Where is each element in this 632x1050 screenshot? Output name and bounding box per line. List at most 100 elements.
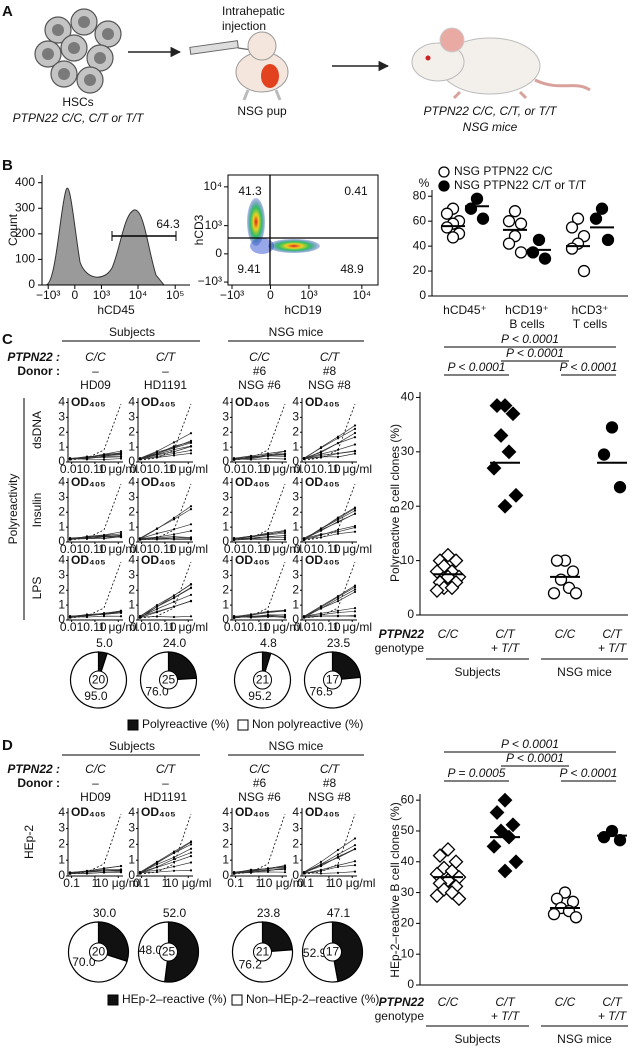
clone-point [189,536,193,539]
pie-slice [137,921,170,983]
clone-point [172,860,176,864]
clone-point [189,847,193,850]
data-point [547,907,561,921]
pie-label: 76.2 [239,957,263,971]
column-donor: NSG #8 [308,790,351,804]
y-tick-label: 200 [15,226,35,240]
legend-label: NSG PTPN22 C/C [454,164,553,178]
clone-point [283,538,287,541]
axis-title: genotype [375,641,425,655]
clone-point [353,864,357,867]
clone-point [353,526,357,529]
x-tick-label: 0 [71,288,78,302]
clone-curve [69,615,122,618]
panel-letter: A [2,3,13,20]
y-tick-label: 2 [128,837,135,851]
column-donor-id: – [162,364,169,378]
clone-point [353,606,357,610]
od-label: OD₄₀₅ [141,805,176,819]
legend-label: Polyreactive (%) [142,717,229,731]
clone-point [102,615,106,618]
clone-point [283,536,287,539]
y-tick-label: 10 [401,946,415,960]
y-tick-label: 0 [128,534,135,548]
clone-point [266,611,270,614]
row-header: PTPN22 : [7,350,60,364]
clone-curve [233,535,286,540]
od-label: OD₄₀₅ [141,395,176,409]
axis-title: hCD45 [97,303,135,317]
pie-label: 70.0 [72,955,96,969]
y-tick-label: 3 [128,410,135,424]
clone-point [249,535,253,538]
clone-point [319,527,323,531]
clone-point [336,441,340,445]
y-tick-label: 20 [401,916,415,930]
clone-point [119,455,123,458]
clone-curve [303,591,356,618]
y-tick-label: 3 [128,821,135,835]
clone-point [68,537,72,540]
x-tick-label: C/T [602,627,623,641]
clone-point [172,528,176,531]
y-tick-label: 0 [58,612,65,626]
y-tick-label: 1 [292,519,299,533]
clone-point [336,520,340,523]
data-point [508,487,524,503]
pie-label: 76.0 [145,684,169,698]
data-point [440,221,454,234]
x-tick-label: 1 μg/ml [332,542,372,556]
clone-point [119,535,123,538]
y-tick-label: 0 [292,868,299,882]
y-tick-label: 4 [58,553,65,567]
x-tick-label: 1 μg/ml [332,620,372,634]
clone-curve [139,440,192,459]
quadrant-value: 0.41 [344,184,368,198]
pie-center [253,670,272,690]
clone-point [189,840,193,843]
clone-point [266,867,270,870]
pie-label: 5.0 [96,636,113,650]
data-point [550,554,564,567]
clone-point [155,603,159,607]
clone-curve [139,442,192,459]
clone-point [85,613,89,616]
clone-point [336,864,340,867]
y-tick-label: 1 [222,519,229,533]
control-curve [139,483,192,541]
y-tick-label: 4 [58,805,65,819]
legend-swatch [107,994,119,1006]
clone-curve [139,862,192,873]
clone-point [319,869,323,873]
clone-point [155,863,159,866]
y-tick-label: 0 [292,454,299,468]
x-tick-label: 1 μg/ml [262,620,302,634]
clone-point [68,615,72,618]
clone-point [85,615,89,619]
pie-center [159,942,178,962]
y-tick-label: 3 [222,490,229,504]
panel-letter: C [2,331,13,348]
control-curve [139,403,192,461]
clone-point [189,432,193,435]
clone-point [155,536,159,539]
mice-label: NSG mice [463,120,518,134]
clone-curve [69,611,122,618]
clone-point [353,427,357,430]
clone-point [68,872,72,875]
data-point [489,398,505,414]
x-tick-label: 1 [256,876,263,890]
data-point [566,565,580,578]
column-genotype: C/C [249,762,270,776]
clone-point [319,446,323,450]
group-label: Subjects [454,1032,500,1046]
clone-curve [303,531,356,540]
od-label: OD₄₀₅ [305,553,340,567]
clone-point [85,872,89,875]
clone-curve [233,538,286,541]
y-tick-label: 4 [128,805,135,819]
clone-point [138,615,142,619]
control-curve [233,403,286,461]
y-tick-label: 20 [413,263,427,277]
clone-point [119,449,123,453]
